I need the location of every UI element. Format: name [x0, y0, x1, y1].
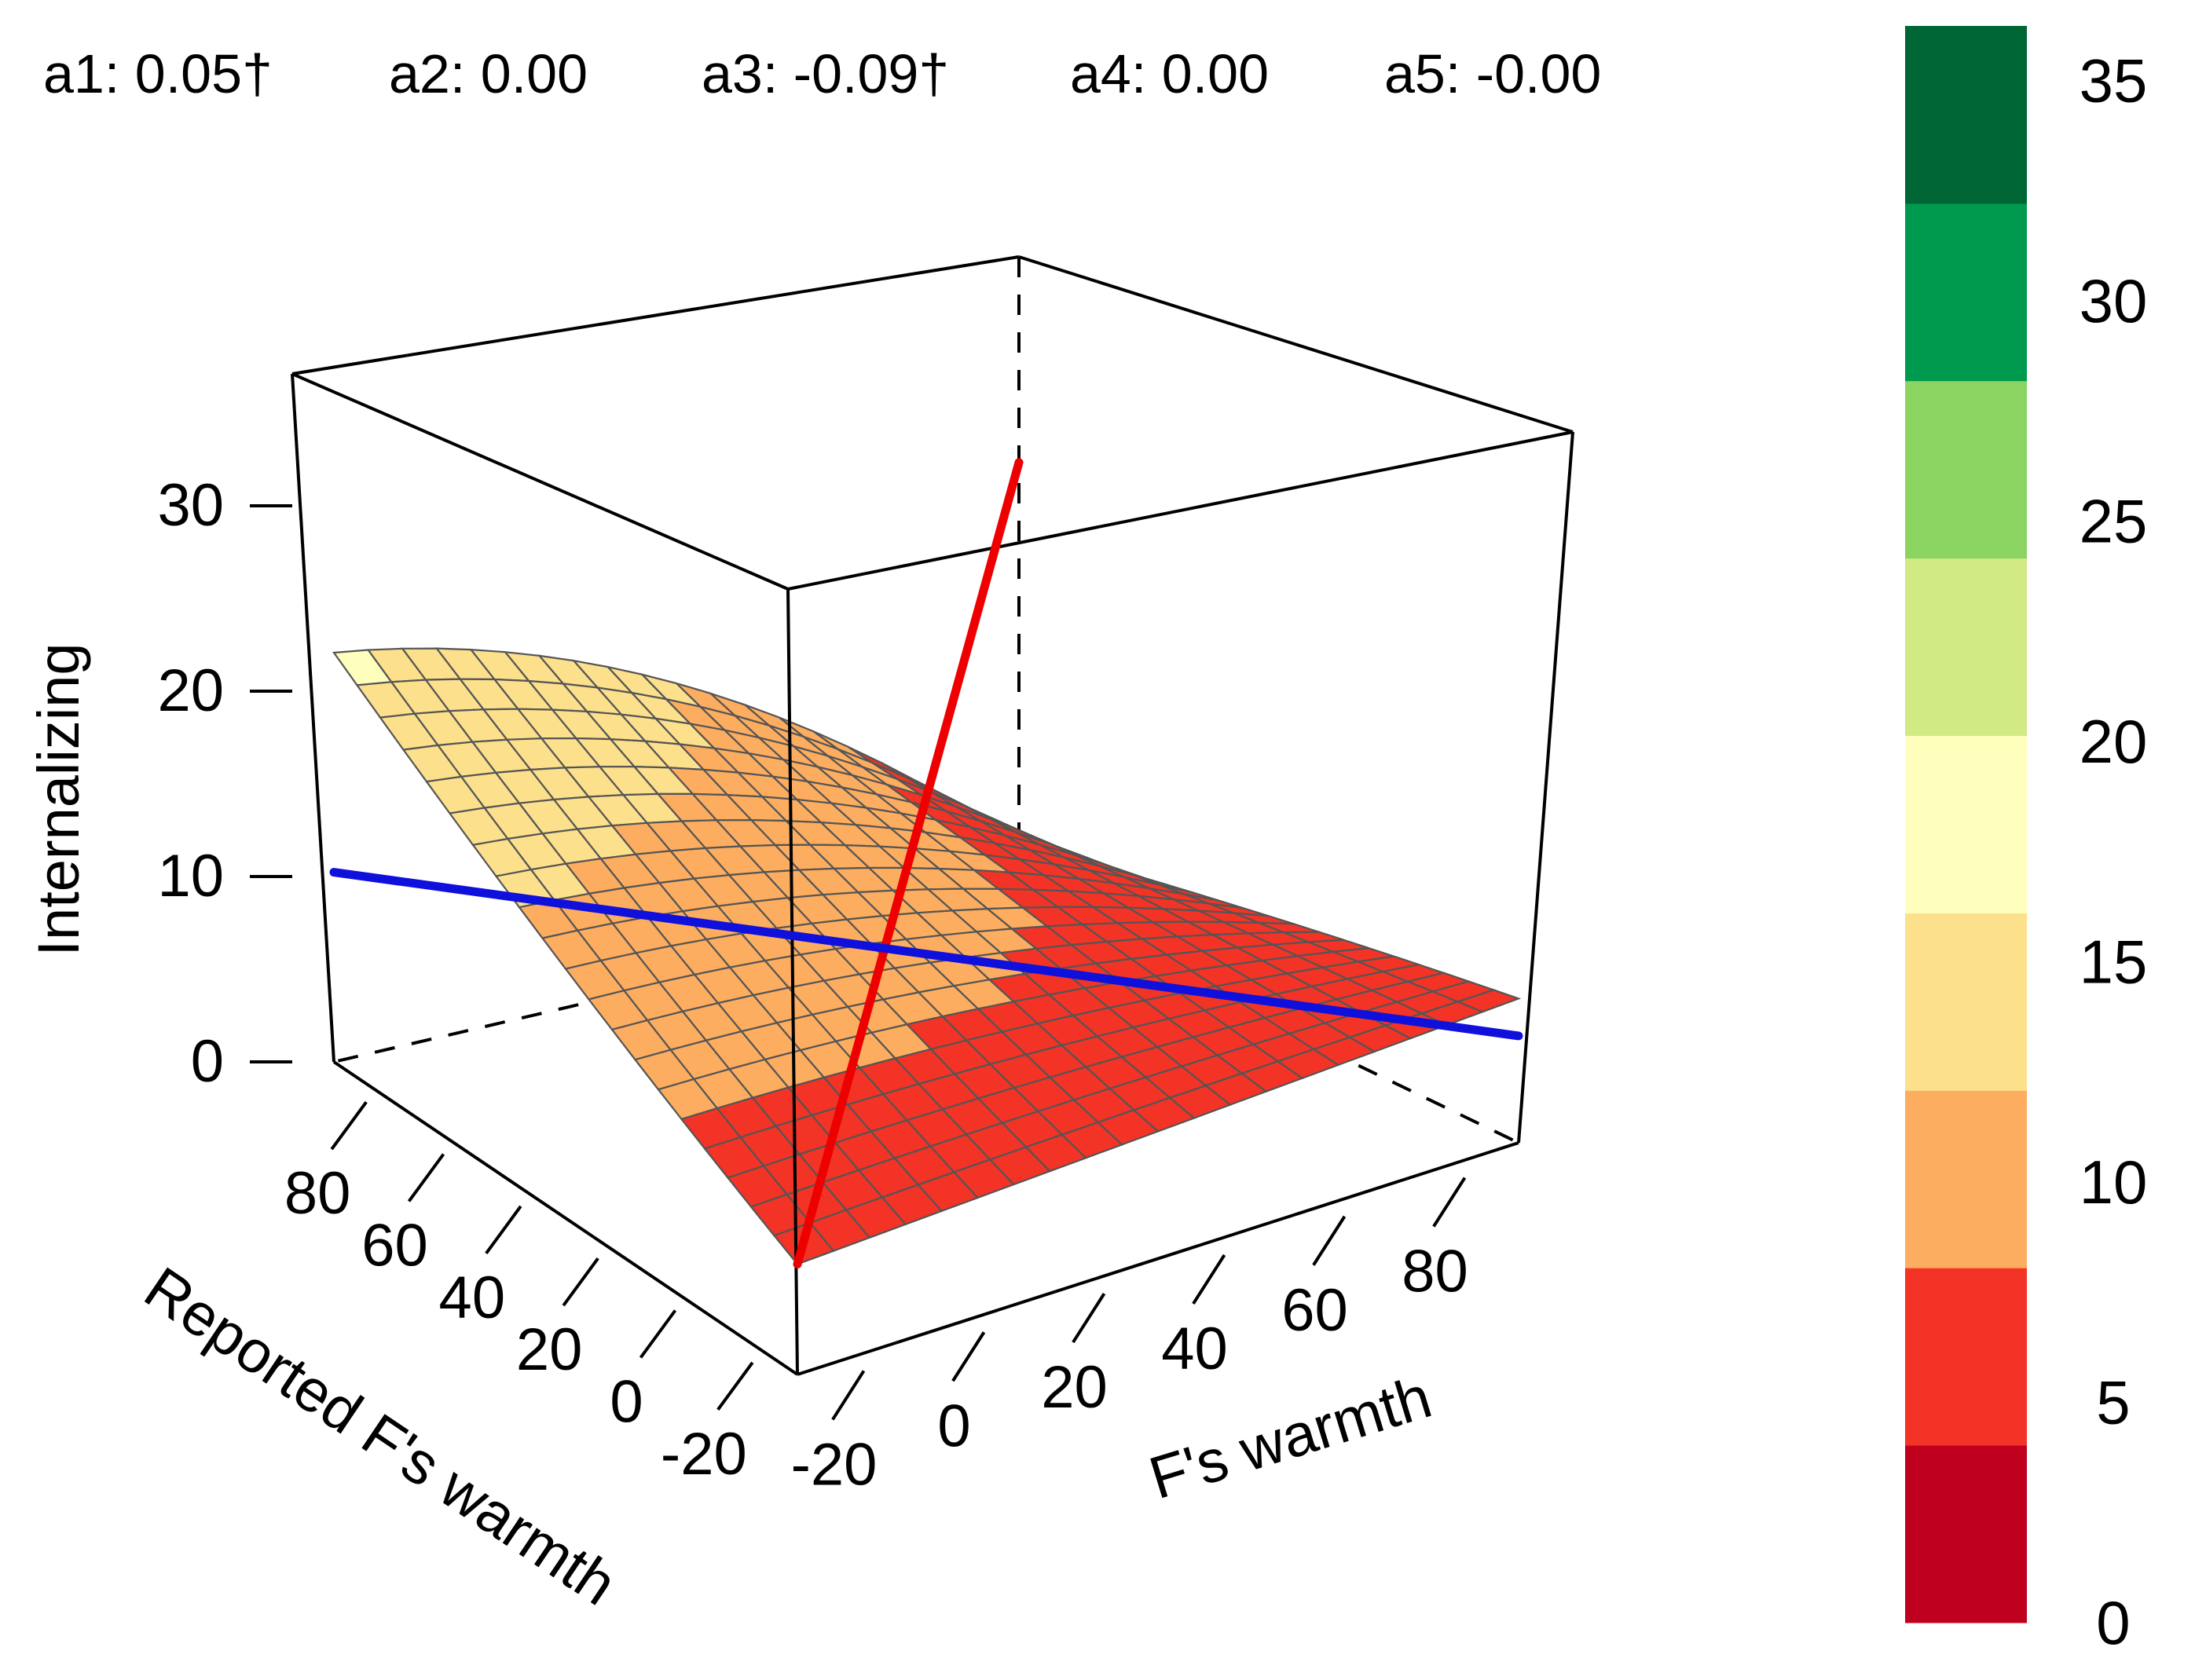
box-edge — [291, 255, 1020, 375]
x-tick-label: 40 — [1161, 1316, 1228, 1382]
x-tick — [951, 1331, 986, 1382]
colorbar-bin — [1905, 1445, 2027, 1623]
x-tick-label: -20 — [791, 1431, 878, 1498]
box-edge — [1517, 431, 1574, 1144]
x-tick — [1312, 1215, 1347, 1266]
coef-a4: a4: 0.00 — [1070, 43, 1269, 104]
y-tick — [639, 1309, 677, 1359]
z-tick-label: 20 — [157, 657, 224, 724]
colorbar-tick-label: 30 — [2080, 266, 2148, 335]
colorbar: 0 5 10 15 20 25 30 35 — [1905, 26, 2147, 1657]
coef-a1: a1: 0.05† — [43, 43, 273, 104]
colorbar-bin — [1905, 735, 2027, 913]
colorbar-tick-label: 0 — [2096, 1588, 2130, 1657]
y-tick — [562, 1257, 599, 1307]
x-tick-label: 60 — [1281, 1277, 1348, 1344]
y-tick — [485, 1205, 522, 1255]
y-tick-label: 0 — [610, 1369, 643, 1436]
box-edge — [787, 430, 1574, 591]
coef-a5: a5: -0.00 — [1384, 43, 1601, 104]
colorbar-tick-label: 5 — [2096, 1368, 2130, 1437]
coefficient-header: a1: 0.05† a2: 0.00 a3: -0.09† a4: 0.00 a… — [43, 43, 1601, 104]
coef-a2: a2: 0.00 — [389, 43, 588, 104]
colorbar-tick-label: 35 — [2080, 46, 2148, 115]
colorbar-tick-label: 20 — [2080, 707, 2148, 776]
y-tick-label: 40 — [439, 1265, 506, 1331]
colorbar-tick-label: 25 — [2080, 487, 2148, 556]
z-tick-label: 10 — [157, 843, 224, 910]
x-tick-label: 0 — [937, 1393, 970, 1459]
box-edge — [291, 373, 335, 1063]
colorbar-bin — [1905, 203, 2027, 382]
z-tick-label: 0 — [191, 1028, 224, 1095]
surface-line — [329, 868, 1523, 1041]
box-edge — [291, 372, 789, 591]
colorbar-bin — [1905, 1090, 2027, 1268]
x-tick — [831, 1370, 866, 1421]
y-tick-label: 20 — [516, 1316, 583, 1383]
x-tick — [1192, 1254, 1226, 1305]
box-edge — [786, 588, 799, 1375]
colorbar-bin — [1905, 1268, 2027, 1446]
box-edge — [332, 1060, 799, 1376]
box-front-edges — [332, 588, 1519, 1376]
coef-a3: a3: -0.09† — [702, 43, 949, 104]
z-axis-label: Internalizing — [26, 642, 91, 956]
surface-lines — [329, 458, 1523, 1269]
y-tick-label: -20 — [661, 1421, 747, 1488]
colorbar-bin — [1905, 380, 2027, 559]
colorbar-tick-label: 10 — [2080, 1147, 2148, 1217]
box-edge — [1018, 255, 1574, 434]
box-edge — [797, 1141, 1519, 1376]
colorbar-bin — [1905, 913, 2027, 1091]
y-tick — [407, 1153, 445, 1202]
x-tick — [1432, 1177, 1467, 1228]
colorbar-bin — [1905, 558, 2027, 737]
x-tick-label: 80 — [1402, 1239, 1468, 1305]
y-tick-label: 80 — [284, 1160, 351, 1227]
colorbar-bin — [1905, 26, 2027, 204]
y-tick — [330, 1100, 368, 1151]
colorbar-tick-label: 15 — [2080, 928, 2148, 997]
x-axis-label: F's warmth — [1142, 1363, 1439, 1512]
y-tick-label: 60 — [361, 1213, 428, 1279]
x-tick — [1072, 1293, 1106, 1344]
x-tick-label: 20 — [1041, 1354, 1108, 1421]
y-axis-label: Reported F's warmth — [133, 1254, 628, 1619]
y-tick — [716, 1361, 754, 1411]
surface-line — [793, 458, 1024, 1269]
box-back-edges — [291, 255, 1574, 1144]
z-tick-label: 30 — [157, 472, 224, 539]
